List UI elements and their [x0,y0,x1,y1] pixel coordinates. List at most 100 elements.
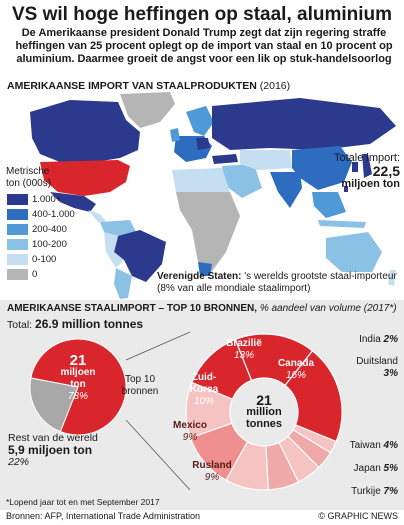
top10-label: 21 miljoen ton 78% [56,352,100,403]
legend-label: 400-1.000 [32,209,75,220]
label-mexico-pct: 9% [182,432,198,443]
north-africa [172,168,230,198]
legend-swatch [7,194,28,205]
label-germany-name: Duitsland [356,356,398,367]
label-korea: Zuid-Korea 10% [182,372,226,408]
chart-total-value: 26.9 million tonnes [35,317,144,331]
us-note: Verenigde Staten: 's werelds grootste st… [157,271,397,295]
label-mexico: Mexico 9% [168,420,212,444]
legend-swatch [7,254,28,265]
argentina-chile [114,268,132,299]
legend-swatch [7,224,28,235]
japan [362,154,372,178]
label-turkey: Turkije 7% [351,486,398,498]
label-brazil-pct: 13% [233,350,254,361]
map-heading-text: AMERIKAANSE IMPORT VAN STAALPRODUKTEN [7,80,257,92]
label-india-name: India [359,334,381,345]
top10-name: Top 10 bronnen [121,374,159,397]
label-taiwan-name: Taiwan [349,440,381,451]
credit: © GRAPHIC NEWS [318,511,398,521]
total-import: Totale import: 22,5 miljoen ton [318,152,400,191]
legend-swatch [7,269,28,280]
headline: VS wil hoge heffingen op staal, aluminiu… [11,4,393,25]
donut-center-unit: million tonnes [245,406,283,430]
top10-value: 21 [69,352,87,369]
rest-label: Rest van de wereld 5,9 miljoen ton 22% [8,432,108,468]
south-korea [352,162,358,172]
central-asia [240,150,292,170]
colombia-venezuela [100,220,136,236]
chart-heading-text: AMERIKAANSE STAALIMPORT – TOP 10 BRONNEN… [7,303,258,314]
pie-slice-rest [29,377,79,433]
label-canada-pct: 16% [285,370,306,381]
label-brazil: Brazilië 13% [222,338,266,362]
rest-percent: 22% [8,456,30,468]
legend-swatch [7,239,28,250]
china [292,146,352,190]
label-japan-pct: 5% [383,463,398,474]
australia [326,232,382,272]
label-korea-name: Zuid-Korea [189,372,219,395]
rest-unit: miljoen ton [28,443,93,457]
india [270,172,302,208]
south-africa [198,262,212,276]
label-canada: Canada 16% [274,358,318,382]
turkey [212,154,238,164]
label-russia-pct: 9% [204,472,220,483]
uk [170,128,180,142]
greenland [120,92,175,128]
indonesia [318,220,366,228]
label-korea-pct: 10% [193,396,214,407]
footnote: *Lopend jaar tot en met September 2017 [6,497,160,507]
us-note-label: Verenigde Staten: [157,271,242,282]
world-map [0,92,404,300]
label-germany: Duitsland 3% [356,356,398,380]
label-russia: Rusland 9% [190,460,234,484]
mexico [50,192,96,212]
total-import-value: 22,5 [372,163,400,179]
brazil [114,230,166,282]
total-import-label: Totale import: [333,152,400,164]
rest-value: 5,9 [8,443,25,457]
legend-item: 400-1.000 [7,209,75,221]
legend-swatch [7,209,28,220]
central-america [88,210,106,222]
legend-label: 0 [32,269,38,280]
label-turkey-name: Turkije [351,486,381,497]
taiwan [344,186,348,192]
label-india: India 2% [359,334,398,346]
label-germany-pct: 3% [383,368,398,379]
pie-charts [29,331,343,491]
germany [196,138,210,150]
chart-heading: AMERIKAANSE STAALIMPORT – TOP 10 BRONNEN… [7,303,403,314]
legend-label: 0-100 [32,254,57,265]
donut-center: 21 million tonnes [232,392,296,430]
label-brazil-name: Brazilië [226,338,262,349]
legend-label: 200-400 [32,224,67,235]
peru-bolivia [104,232,124,268]
top10-percent: 78% [67,391,88,402]
legend-item: 0 [7,269,37,281]
chart-total-label: Total: [7,319,33,331]
russia [212,98,396,150]
top10-unit: miljoen ton [60,367,96,390]
label-japan: Japan 5% [354,463,398,475]
africa [176,192,240,274]
donut-center-value: 21 [256,392,272,408]
label-taiwan-pct: 4% [383,440,398,451]
rest-value-line: 5,9 miljoen ton [8,444,108,456]
label-turkey-pct: 7% [383,486,398,497]
legend-label: 1.000+ [32,194,62,205]
chart-total: Total: 26.9 million tonnes [7,317,143,331]
intro-text: De Amerikaanse president Donald Trump ze… [15,27,393,65]
total-import-unit: miljoen ton [341,178,400,190]
legend-item: 1.000+ [7,194,61,206]
usa [40,160,130,196]
label-canada-name: Canada [277,358,315,369]
chart-heading-note: % aandeel van volume (2017*) [259,303,397,314]
label-india-pct: 2% [383,334,398,345]
donut-slice-zuid-korea [191,338,253,400]
legend-item: 0-100 [7,254,56,266]
connector-top [125,331,191,361]
legend-item: 200-400 [7,224,67,236]
